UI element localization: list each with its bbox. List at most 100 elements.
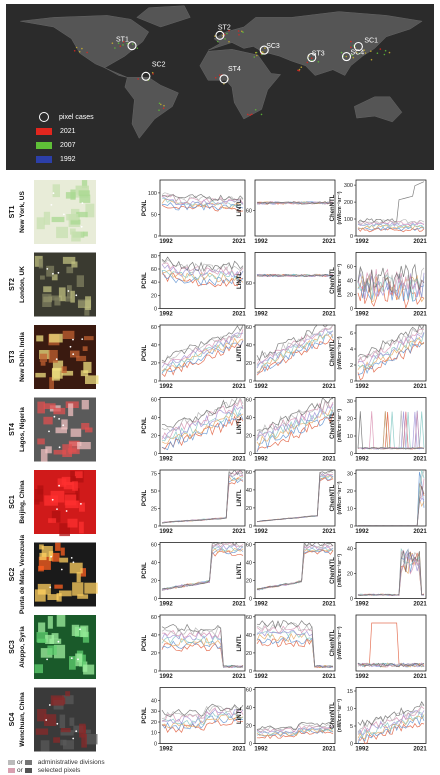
y-tick-label: 20 bbox=[246, 723, 252, 729]
y-tick-label: 10 bbox=[347, 434, 353, 440]
y-tick-label: 20 bbox=[246, 651, 252, 657]
x-tick-label: 1992 bbox=[159, 529, 173, 535]
city-light-dot bbox=[126, 42, 128, 45]
selected-pixel-dot bbox=[62, 424, 65, 427]
selected-pixel-dot bbox=[60, 568, 63, 571]
thumbnail-pixel bbox=[62, 695, 74, 705]
thumbnail-pixel bbox=[70, 350, 80, 358]
y-tick-label: 40 bbox=[246, 488, 252, 494]
city-light-dot bbox=[214, 35, 216, 37]
selected-pixel-dot bbox=[75, 294, 78, 297]
y-axis-label: LiNTL bbox=[237, 417, 243, 434]
x-tick-label: 1992 bbox=[355, 312, 369, 318]
pixel-legend-label: selected pixels bbox=[37, 766, 81, 774]
series-line bbox=[357, 411, 425, 450]
thumbnail-pixel bbox=[56, 615, 66, 627]
x-tick-label: 1992 bbox=[355, 384, 369, 390]
thumbnail-pixel bbox=[77, 299, 92, 307]
thumbnail-pixel bbox=[51, 633, 59, 640]
map-marker-label: SC1 bbox=[364, 38, 378, 45]
plot-frame bbox=[254, 542, 336, 599]
y-axis-label: ChenNTL bbox=[330, 194, 336, 221]
selected-pixel-dot bbox=[52, 272, 54, 275]
series-line bbox=[256, 541, 334, 591]
thumbnail-pixel bbox=[53, 407, 66, 415]
x-tick-label: 1992 bbox=[254, 239, 268, 245]
case-name-label: Aleppo, Syria bbox=[19, 626, 26, 668]
y-tick-label: 20 bbox=[151, 720, 157, 726]
city-light-dot bbox=[86, 51, 88, 54]
pixel-case-ring bbox=[141, 71, 151, 81]
thumbnail-pixel bbox=[40, 275, 45, 280]
y-tick-label: 60 bbox=[246, 209, 252, 215]
city-light-dot bbox=[350, 40, 352, 43]
thumbnail-pixel bbox=[69, 717, 75, 726]
y-axis-unit-label: (nW/cm⁻²sr⁻¹) bbox=[337, 626, 343, 659]
thumbnail-pixel bbox=[61, 366, 67, 373]
y-tick-label: 0 bbox=[154, 597, 157, 603]
thumbnail-pixel bbox=[36, 632, 48, 643]
city-light-dot bbox=[160, 103, 162, 106]
y-tick-label: 20 bbox=[246, 506, 252, 512]
city-light-dot bbox=[376, 52, 379, 54]
thumbnail-pixel bbox=[37, 438, 45, 445]
x-tick-label: 1992 bbox=[159, 674, 173, 680]
city-light-dot bbox=[111, 42, 114, 44]
series-line bbox=[357, 662, 425, 668]
thumbnail-pixel bbox=[51, 368, 60, 381]
legend-label: 2021 bbox=[60, 127, 76, 135]
series-line bbox=[256, 332, 334, 374]
series-line bbox=[161, 270, 244, 286]
city-light-dot bbox=[262, 51, 264, 54]
thumbnail-pixel bbox=[55, 427, 67, 434]
thumbnail-pixel bbox=[83, 231, 88, 237]
x-tick-label: 1992 bbox=[254, 457, 268, 463]
pixel-case-ring bbox=[215, 30, 225, 40]
x-tick-label: 2021 bbox=[413, 529, 427, 535]
city-light-dot bbox=[379, 48, 382, 50]
thumbnail-pixel bbox=[69, 562, 83, 574]
x-tick-label: 1992 bbox=[355, 602, 369, 608]
x-tick-label: 1992 bbox=[159, 602, 173, 608]
thumbnail-pixel bbox=[40, 449, 48, 462]
thumbnail-pixel bbox=[64, 296, 71, 302]
y-tick-label: 60 bbox=[246, 687, 252, 693]
pixel-case-ring bbox=[259, 45, 269, 55]
series-line bbox=[161, 415, 244, 450]
city-light-dot bbox=[158, 102, 161, 105]
case-name-label: Punta de Mata, Venezuela bbox=[19, 535, 26, 614]
or-label: or bbox=[17, 758, 23, 766]
selected-pixel-dot bbox=[58, 418, 60, 420]
x-tick-label: 1992 bbox=[254, 747, 268, 753]
series-line bbox=[161, 717, 244, 733]
city-light-dot bbox=[137, 78, 139, 80]
city-light-dot bbox=[73, 50, 76, 52]
thumbnail-pixel bbox=[83, 664, 95, 675]
y-tick-label: 40 bbox=[151, 343, 157, 349]
case-name-label: Wenchuan, China bbox=[19, 692, 26, 747]
series-line bbox=[161, 412, 244, 451]
y-axis-unit-label: (nW/cm⁻²sr⁻¹) bbox=[337, 481, 343, 514]
y-tick-label: 300 bbox=[344, 183, 353, 189]
selected-pixel-dot bbox=[72, 737, 75, 740]
thumbnail-pixel bbox=[34, 499, 40, 505]
y-tick-label: 40 bbox=[246, 560, 252, 566]
thumbnail-pixel bbox=[40, 648, 53, 658]
series-line bbox=[357, 722, 425, 744]
series-line bbox=[162, 469, 244, 523]
thumbnail-pixel bbox=[54, 584, 63, 589]
y-axis-unit-label: (nW/cm⁻²sr⁻¹) bbox=[337, 409, 343, 442]
y-tick-label: 10 bbox=[151, 731, 157, 737]
thumbnail-pixel bbox=[70, 428, 82, 437]
thumbnail-pixel bbox=[84, 582, 98, 594]
y-tick-label: 60 bbox=[347, 265, 353, 271]
x-tick-label: 1992 bbox=[355, 747, 369, 753]
continent-shape bbox=[136, 5, 191, 28]
y-axis-unit-label: (nW/cm⁻²sr⁻¹) bbox=[337, 554, 343, 587]
y-axis-label: ChenNTL bbox=[330, 267, 336, 294]
y-tick-label: 40 bbox=[151, 560, 157, 566]
thumbnail-pixel bbox=[39, 544, 44, 550]
selected-pixel-dot bbox=[80, 225, 83, 228]
world-map: ST1 ST2 SC3 ST3 SC4 SC1 SC2 ST4 bbox=[20, 5, 423, 139]
city-light-dot bbox=[226, 32, 228, 35]
